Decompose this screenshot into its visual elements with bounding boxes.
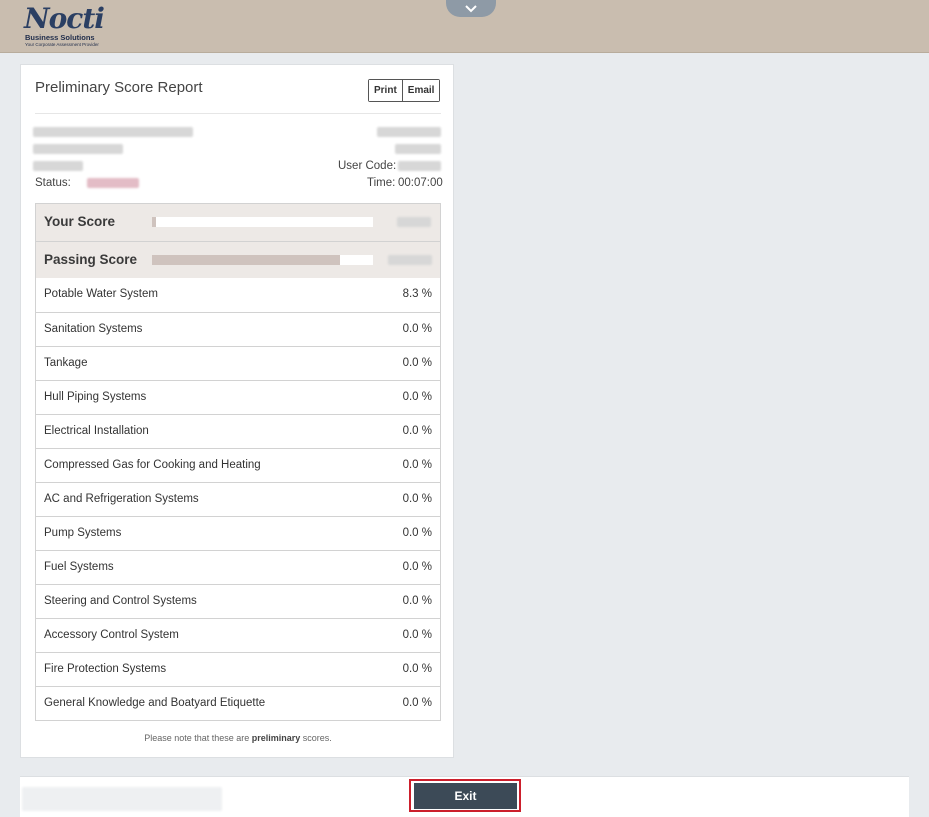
logo-script-text: Nocti bbox=[24, 2, 105, 35]
category-row: Tankage 0.0 % bbox=[36, 346, 440, 380]
passing-score-label: Passing Score bbox=[44, 252, 138, 267]
note-prefix: Please note that these are bbox=[144, 733, 252, 743]
category-percent: 8.3 % bbox=[402, 288, 432, 300]
category-name: AC and Refrigeration Systems bbox=[44, 493, 199, 505]
passing-score-bar-fill bbox=[152, 255, 340, 265]
category-name: Pump Systems bbox=[44, 527, 122, 539]
category-row: Accessory Control System 0.0 % bbox=[36, 618, 440, 652]
category-name: Electrical Installation bbox=[44, 425, 149, 437]
category-percent: 0.0 % bbox=[402, 391, 432, 403]
redacted-user-code bbox=[398, 161, 441, 171]
category-percent: 0.0 % bbox=[402, 663, 432, 675]
time-label: Time: bbox=[367, 177, 396, 189]
email-button[interactable]: Email bbox=[401, 80, 440, 101]
redacted-passing-score-value bbox=[388, 255, 432, 265]
chevron-down-icon bbox=[465, 5, 477, 13]
header-divider bbox=[35, 113, 441, 114]
category-name: Tankage bbox=[44, 357, 88, 369]
category-row: Fuel Systems 0.0 % bbox=[36, 550, 440, 584]
category-percent: 0.0 % bbox=[402, 459, 432, 471]
category-row: Fire Protection Systems 0.0 % bbox=[36, 652, 440, 686]
report-title: Preliminary Score Report bbox=[35, 79, 203, 96]
passing-score-bar bbox=[152, 255, 373, 265]
redacted-site-name bbox=[377, 127, 441, 137]
score-report-card: Preliminary Score Report Print Email Sta… bbox=[20, 64, 454, 758]
category-name: Steering and Control Systems bbox=[44, 595, 197, 607]
redacted-form bbox=[33, 161, 83, 171]
category-name: Compressed Gas for Cooking and Heating bbox=[44, 459, 261, 471]
category-row: Steering and Control Systems 0.0 % bbox=[36, 584, 440, 618]
your-score-bar-fill bbox=[152, 217, 156, 227]
redacted-footer-text bbox=[22, 787, 222, 811]
your-score-bar bbox=[152, 217, 373, 227]
logo-tagline-text: Your Corporate Assessment Provider bbox=[25, 42, 99, 47]
redacted-date bbox=[395, 144, 441, 154]
category-percent: 0.0 % bbox=[402, 697, 432, 709]
category-percent: 0.0 % bbox=[402, 357, 432, 369]
category-row: Compressed Gas for Cooking and Heating 0.… bbox=[36, 448, 440, 482]
redacted-program bbox=[33, 144, 123, 154]
category-percent: 0.0 % bbox=[402, 493, 432, 505]
category-percent: 0.0 % bbox=[402, 595, 432, 607]
category-percent: 0.0 % bbox=[402, 323, 432, 335]
category-row: Hull Piping Systems 0.0 % bbox=[36, 380, 440, 414]
category-row: Potable Water System 8.3 % bbox=[36, 278, 440, 312]
print-button[interactable]: Print bbox=[369, 80, 402, 101]
category-percent: 0.0 % bbox=[402, 561, 432, 573]
redacted-your-score-value bbox=[397, 217, 431, 227]
category-row: Sanitation Systems 0.0 % bbox=[36, 312, 440, 346]
note-bold: preliminary bbox=[251, 733, 301, 743]
category-name: Potable Water System bbox=[44, 288, 158, 300]
category-name: Sanitation Systems bbox=[44, 323, 143, 335]
redacted-candidate-name bbox=[33, 127, 193, 137]
category-rows: Potable Water System 8.3 % Sanitation Syst… bbox=[36, 278, 440, 720]
category-percent: 0.0 % bbox=[402, 527, 432, 539]
category-name: Fuel Systems bbox=[44, 561, 114, 573]
note-suffix: scores. bbox=[300, 733, 332, 743]
category-name: Accessory Control System bbox=[44, 629, 179, 641]
time-value: 00:07:00 bbox=[398, 177, 443, 189]
redacted-status-value bbox=[87, 178, 139, 188]
logo-company-text: Business Solutions bbox=[25, 33, 95, 42]
your-score-row: Your Score bbox=[36, 204, 440, 241]
your-score-label: Your Score bbox=[44, 214, 116, 229]
category-row: Pump Systems 0.0 % bbox=[36, 516, 440, 550]
exit-highlight-outline bbox=[409, 779, 521, 812]
category-row: AC and Refrigeration Systems 0.0 % bbox=[36, 482, 440, 516]
category-name: Hull Piping Systems bbox=[44, 391, 147, 403]
category-percent: 0.0 % bbox=[402, 629, 432, 641]
passing-score-row: Passing Score bbox=[36, 241, 440, 278]
score-table: Your Score Passing Score Potable Water S… bbox=[35, 203, 441, 721]
category-percent: 0.0 % bbox=[402, 425, 432, 437]
collapse-header-button[interactable] bbox=[446, 0, 496, 17]
category-name: General Knowledge and Boatyard Etiquette bbox=[44, 697, 266, 709]
category-name: Fire Protection Systems bbox=[44, 663, 167, 675]
report-actions: Print Email bbox=[368, 79, 441, 102]
status-label: Status: bbox=[35, 177, 71, 189]
nocti-logo: Nocti Business Solutions Your Corporate … bbox=[22, 2, 117, 48]
preliminary-note: Please note that these are preliminary s… bbox=[21, 733, 455, 743]
category-row: General Knowledge and Boatyard Etiquette… bbox=[36, 686, 440, 720]
category-row: Electrical Installation 0.0 % bbox=[36, 414, 440, 448]
user-code-label: User Code: bbox=[338, 160, 397, 172]
exit-button[interactable]: Exit bbox=[414, 783, 517, 809]
